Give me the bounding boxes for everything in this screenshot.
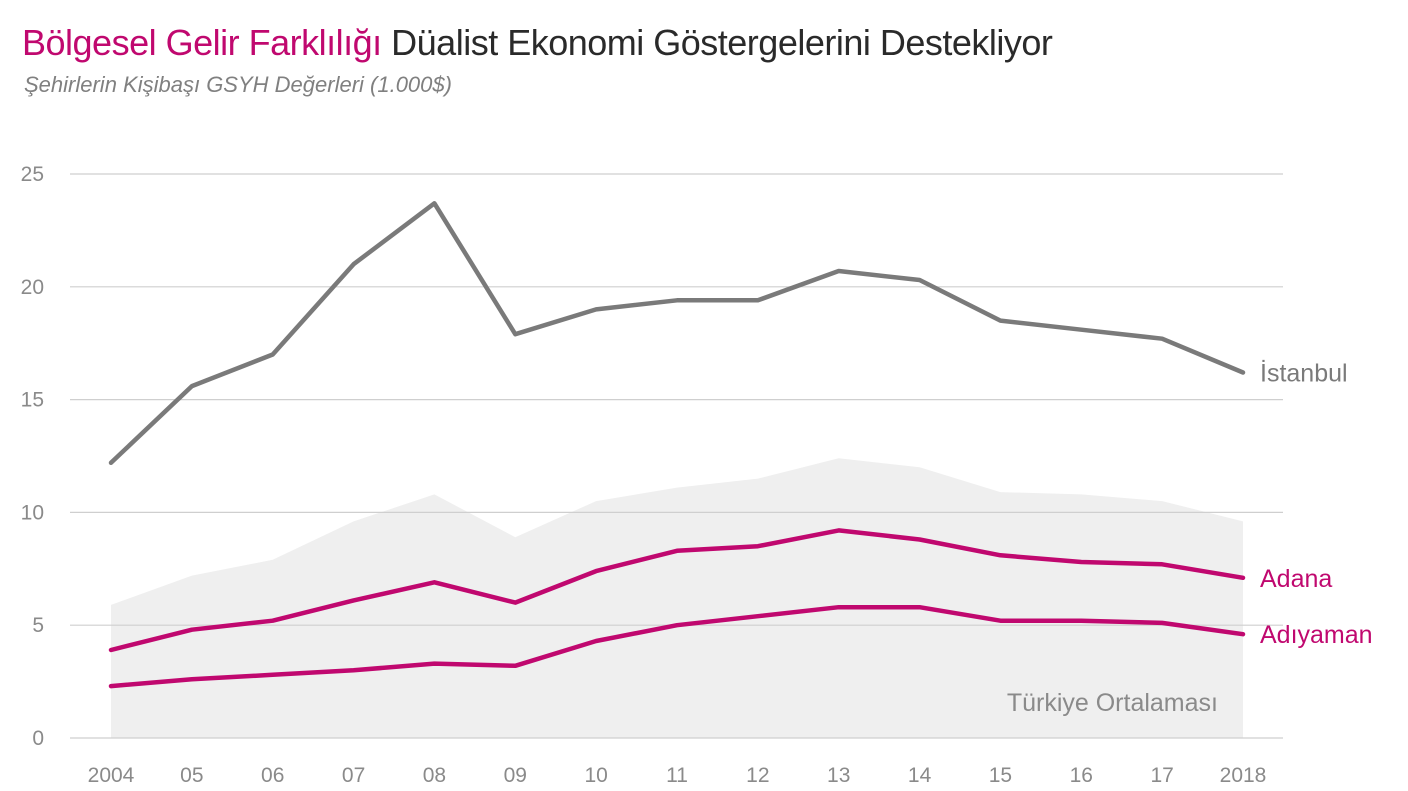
y-tick-label: 15: [21, 389, 44, 412]
x-tick-label: 15: [989, 764, 1012, 787]
y-tick-label: 5: [32, 614, 44, 637]
x-tick-label: 06: [261, 764, 284, 787]
x-tick-label: 16: [1070, 764, 1093, 787]
x-tick-label: 11: [666, 764, 688, 787]
chart-subtitle: Şehirlerin Kişibaşı GSYH Değerleri (1.00…: [24, 72, 452, 97]
x-tick-label: 10: [584, 764, 607, 787]
series-label: Adıyaman: [1260, 621, 1373, 649]
x-tick-label: 13: [827, 764, 850, 787]
y-tick-label: 0: [32, 727, 44, 750]
series-line-istanbul: [108, 201, 1246, 466]
x-tick-label: 05: [180, 764, 203, 787]
x-tick-label: 08: [423, 764, 446, 787]
chart-title-rest: Düalist Ekonomi Göstergelerini Destekliy…: [391, 22, 1053, 63]
series-label: İstanbul: [1260, 359, 1348, 388]
series-label: Adana: [1260, 565, 1332, 593]
x-tick-label: 09: [504, 764, 527, 787]
x-tick-label: 2018: [1220, 764, 1267, 787]
chart-title-accent: Bölgesel Gelir Farklılığı: [22, 22, 382, 63]
series-line-adiyaman: [108, 604, 1246, 689]
y-tick-label: 20: [21, 276, 44, 299]
x-tick-label: 12: [746, 764, 769, 787]
series-line-adana: [108, 528, 1246, 653]
series-label: Türkiye Ortalaması: [1007, 689, 1218, 717]
chart-title: Bölgesel Gelir Farklılığı Düalist Ekonom…: [22, 22, 1053, 64]
y-tick-label: 10: [21, 501, 44, 524]
x-tick-label: 17: [1150, 764, 1173, 787]
x-tick-label: 2004: [88, 764, 135, 787]
x-tick-label: 14: [908, 764, 932, 787]
x-tick-label: 07: [342, 764, 365, 787]
y-tick-label: 25: [21, 163, 44, 186]
